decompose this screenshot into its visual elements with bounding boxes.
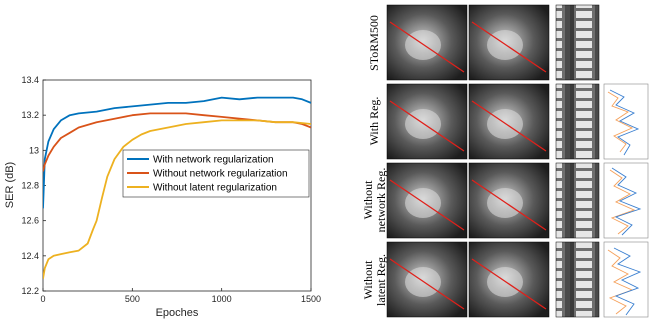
temporal-profile-strip <box>555 83 600 160</box>
profile-curve-orange <box>607 91 634 153</box>
y-tick-label: 12.2 <box>21 286 39 296</box>
temporal-profile-strip <box>555 4 600 81</box>
legend-label-3: Without latent regularization <box>153 183 277 194</box>
row-label-without-network: Without network Reg. <box>361 168 388 233</box>
profile-line <box>471 21 547 73</box>
profile-curve-orange <box>607 249 634 315</box>
temporal-profile-strip <box>555 162 600 239</box>
row-label-without-latent: Without latent Reg. <box>361 254 388 306</box>
series-line-1 <box>43 96 311 209</box>
row-label-without-network-line1: Without <box>361 180 375 220</box>
x-tick-label: 0 <box>40 294 45 304</box>
legend-box <box>122 149 310 198</box>
y-tick-label: 12.6 <box>21 216 39 226</box>
y-tick-label: 12.4 <box>21 251 39 261</box>
profile-line <box>389 179 465 231</box>
x-axis-label: Epoches <box>156 307 199 319</box>
x-tick-label: 1500 <box>301 294 321 304</box>
y-tick-label: 13.2 <box>21 110 39 120</box>
profile-line <box>389 258 465 310</box>
row-label-with-reg-text: With Reg. <box>367 97 381 146</box>
legend-label-2: Without network regularization <box>153 169 288 180</box>
profile-curve-blue <box>613 247 642 316</box>
image-row-1 <box>386 4 600 81</box>
profile-line <box>471 258 547 310</box>
temporal-profile-strip <box>555 241 600 318</box>
profile-line <box>389 21 465 73</box>
y-axis-ticks: 12.2 12.4 12.6 12.8 13 13.2 13.4 <box>21 75 46 296</box>
x-tick-label: 500 <box>125 294 140 304</box>
image-row-2 <box>386 83 649 160</box>
row-label-storm500-text: SToRM500 <box>367 15 381 71</box>
row-label-without-latent-line2: latent Reg. <box>374 254 388 306</box>
x-axis-ticks: 0 500 1000 1500 <box>40 288 321 304</box>
intensity-profile-plot <box>603 83 649 160</box>
x-tick-label: 1000 <box>212 294 232 304</box>
row-label-without-network-line2: network Reg. <box>374 168 388 233</box>
y-tick-label: 13.4 <box>21 75 39 85</box>
series-line-3 <box>43 119 311 279</box>
profile-line <box>471 179 547 231</box>
y-axis-label: SER (dB) <box>4 162 16 208</box>
legend-label-1: With network regularization <box>153 155 274 166</box>
row-label-without-latent-line1: Without <box>361 260 375 300</box>
chart-legend: With network regularization Without netwo… <box>122 149 310 198</box>
profile-line <box>471 100 547 152</box>
profile-curve-orange <box>609 169 636 235</box>
profile-curve-blue <box>609 89 640 156</box>
row-label-with-reg: With Reg. <box>367 97 381 146</box>
row-label-storm500: SToRM500 <box>367 15 381 71</box>
profile-line <box>389 100 465 152</box>
image-row-4 <box>386 241 649 318</box>
y-tick-label: 12.8 <box>21 181 39 191</box>
profile-curve-blue <box>611 167 642 236</box>
intensity-profile-plot <box>603 162 649 239</box>
series-lines <box>43 96 311 279</box>
y-tick-label: 13 <box>29 145 39 155</box>
image-row-3 <box>386 162 649 239</box>
mri-image-grid: SToRM500 With Reg. Without network Reg. … <box>361 4 649 318</box>
